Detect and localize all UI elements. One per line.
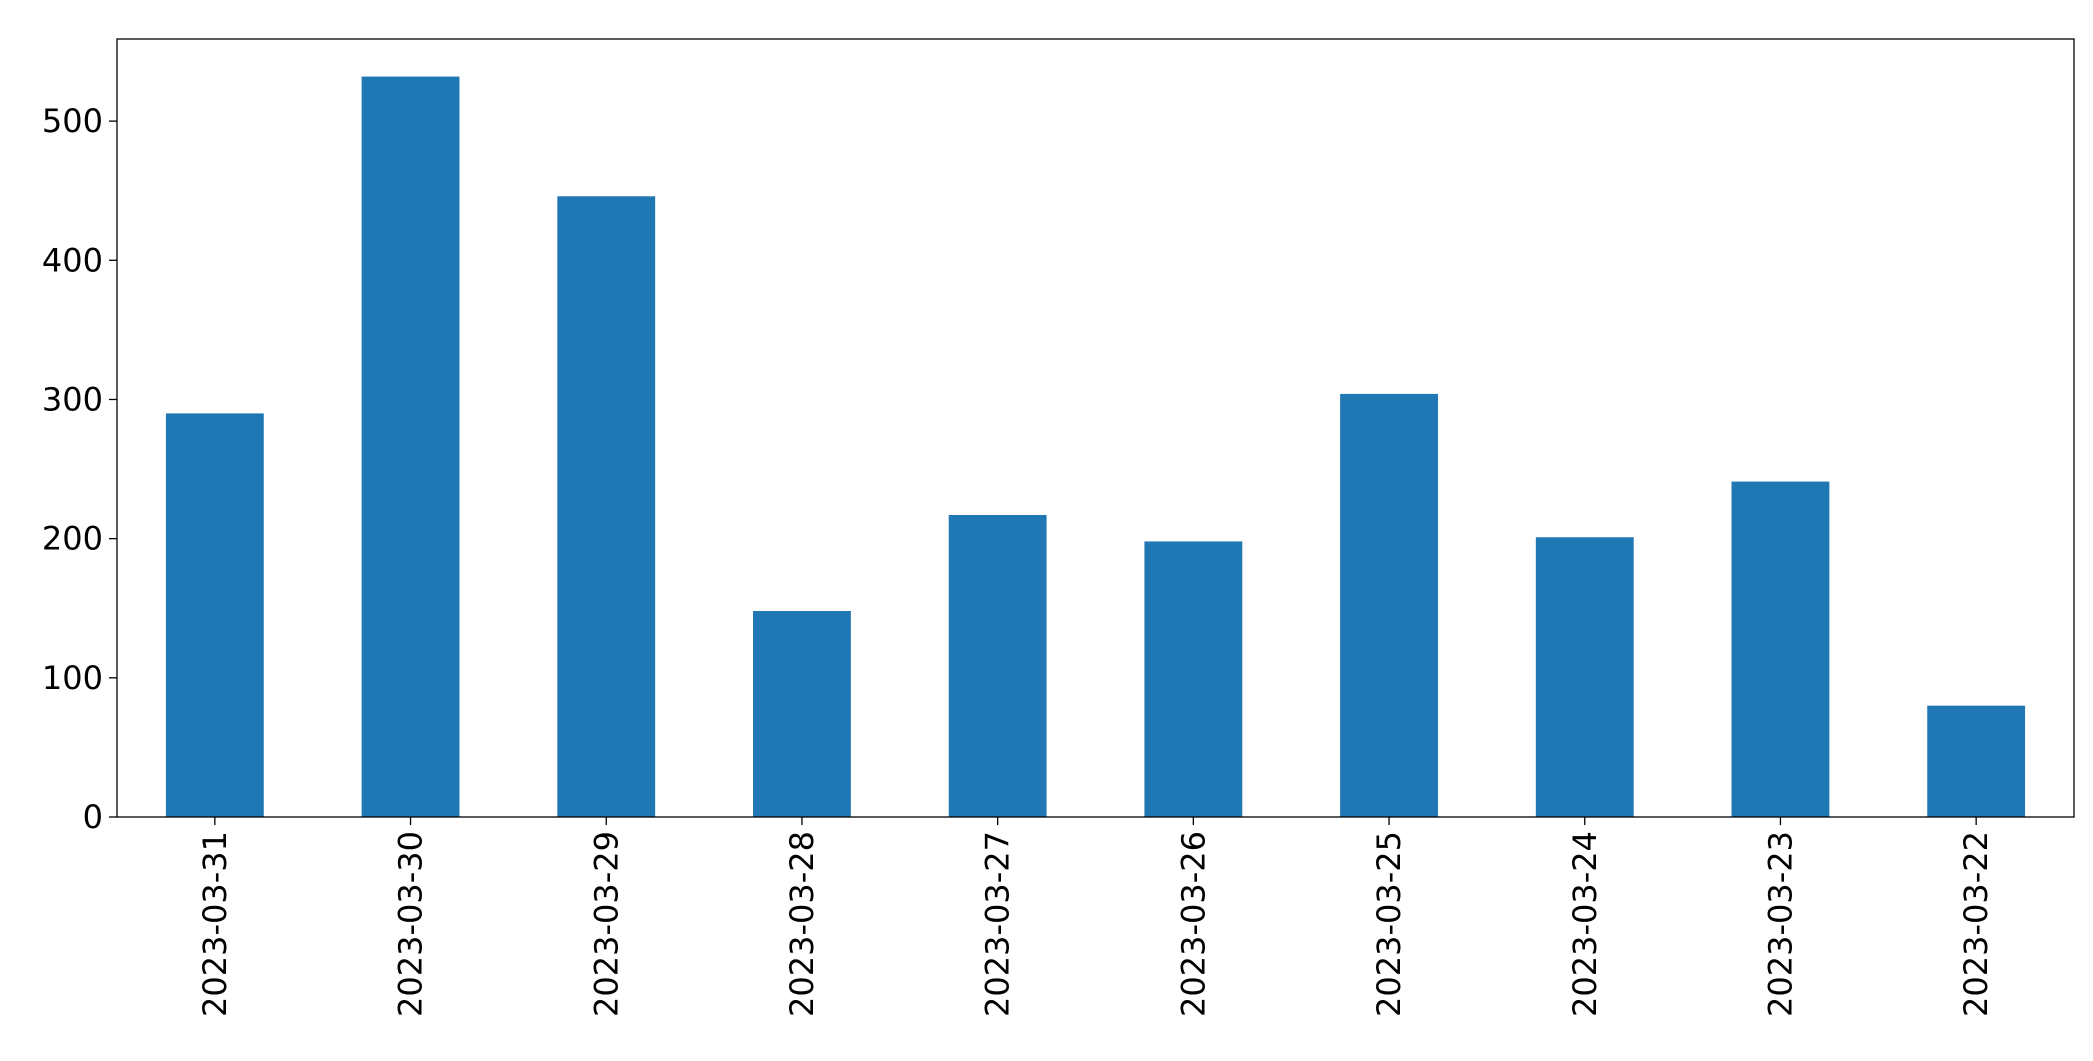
y-tick-label: 400 <box>42 241 103 279</box>
x-tick-label: 2023-03-27 <box>979 831 1017 1017</box>
x-tick-label: 2023-03-24 <box>1566 831 1604 1017</box>
bar <box>1731 481 1830 817</box>
y-tick-label: 0 <box>83 798 103 836</box>
x-tick-label: 2023-03-28 <box>783 831 821 1017</box>
x-tick-label: 2023-03-26 <box>1174 831 1212 1017</box>
bar <box>361 76 460 817</box>
x-tick-label: 2023-03-30 <box>392 831 430 1017</box>
y-tick-label: 200 <box>42 520 103 558</box>
bar <box>753 611 851 817</box>
bar <box>1535 537 1634 817</box>
y-tick-label: 100 <box>42 659 103 697</box>
y-tick-label: 300 <box>42 380 103 418</box>
bar <box>1144 541 1243 817</box>
bar <box>1340 393 1438 817</box>
x-tick-label: 2023-03-23 <box>1761 831 1799 1017</box>
bar <box>1927 705 2026 817</box>
x-tick-label: 2023-03-25 <box>1370 831 1408 1017</box>
bar <box>557 196 656 817</box>
bar <box>165 413 264 817</box>
x-tick-label: 2023-03-22 <box>1957 831 1995 1017</box>
x-tick-label: 2023-03-31 <box>196 831 234 1017</box>
bar <box>948 514 1047 817</box>
plot-frame <box>116 38 2075 818</box>
y-tick-label: 500 <box>42 102 103 140</box>
x-tick-label: 2023-03-29 <box>587 831 625 1017</box>
